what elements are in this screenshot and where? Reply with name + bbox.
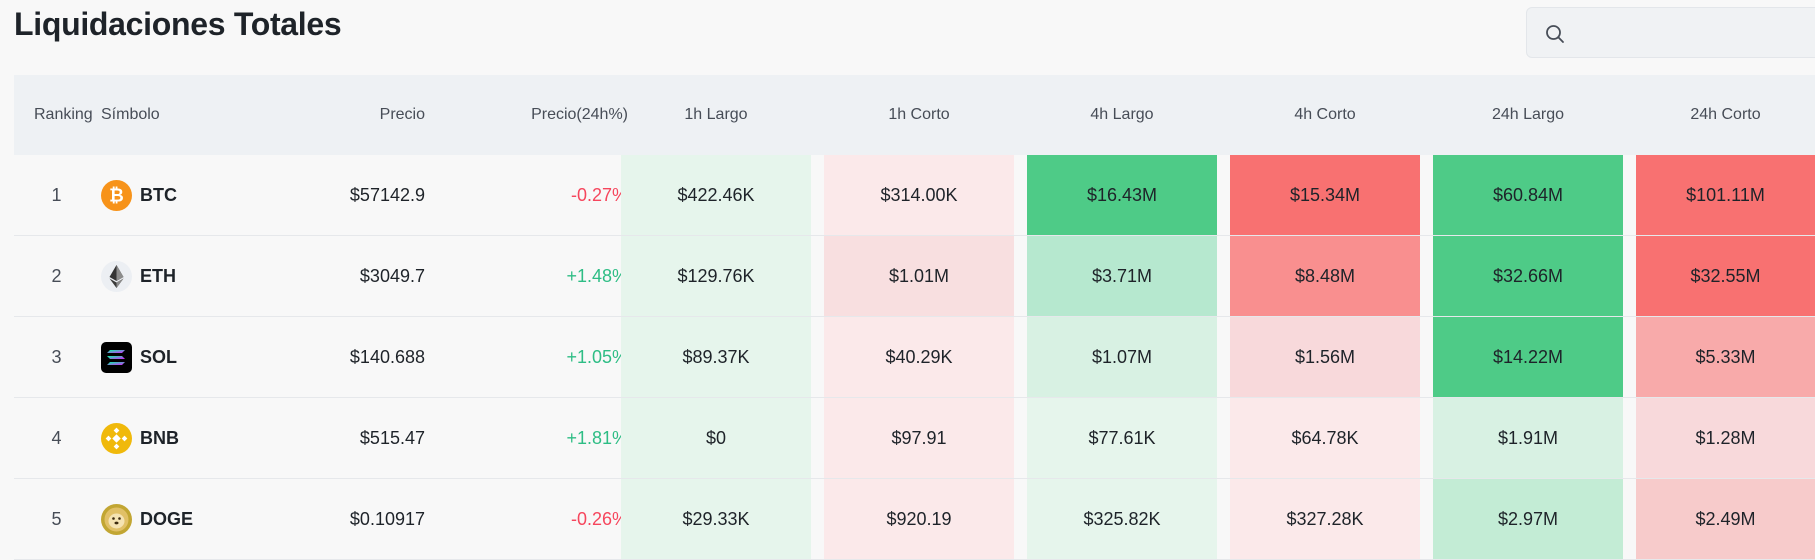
h4-long-cell: $1.07M — [1091, 347, 1153, 367]
h1-short-cell: $920.19 — [886, 509, 952, 529]
h24-short-cell: $5.33M — [1695, 347, 1756, 367]
h1-short-cell: $1.01M — [888, 266, 950, 286]
h24-long-cell: $2.97M — [1497, 509, 1559, 529]
h24-long-cell: $60.84M — [1492, 185, 1564, 205]
price-cell: $3049.7 — [359, 266, 425, 286]
symbol-cell[interactable]: DOGE — [101, 479, 251, 559]
price-cell: $515.47 — [359, 428, 425, 448]
svg-text:₿: ₿ — [109, 185, 124, 205]
bitcoin-icon: ₿ — [101, 179, 132, 211]
h1-long-cell: $29.33K — [682, 509, 750, 529]
symbol-cell[interactable]: SOL — [101, 317, 251, 397]
h4-short-cell: $1.56M — [1294, 347, 1356, 367]
table-row[interactable]: 2 ETH $3049.7 +1.48% $129.76K $1.01M $3.… — [14, 236, 1815, 317]
rank-cell: 5 — [51, 509, 62, 529]
symbol-label: BNB — [140, 428, 179, 448]
h4-short-cell: $15.34M — [1289, 185, 1361, 205]
h4-long-cell: $325.82K — [1083, 509, 1161, 529]
header-symbol[interactable]: Símbolo — [101, 106, 160, 123]
change-cell: +1.81% — [566, 428, 628, 448]
header-1h-long[interactable]: 1h Largo — [684, 106, 748, 123]
h1-long-cell: $422.46K — [677, 185, 755, 205]
header-ranking[interactable]: Ranking — [34, 106, 93, 123]
h24-long-cell: $1.91M — [1497, 428, 1559, 448]
ethereum-icon — [101, 260, 132, 292]
search-box[interactable] — [1526, 7, 1815, 58]
price-cell: $0.10917 — [349, 509, 425, 529]
change-cell: -0.27% — [570, 185, 628, 205]
header-change[interactable]: Precio(24h%) — [531, 106, 628, 123]
symbol-label: DOGE — [140, 509, 194, 529]
symbol-cell[interactable]: ETH — [101, 236, 251, 316]
symbol-label: SOL — [140, 347, 178, 367]
table-row[interactable]: 4 BNB $515.47 +1.81% $0 $97.91 $77.61K $… — [14, 398, 1815, 479]
rank-cell: 4 — [51, 428, 62, 448]
bnb-icon — [101, 422, 132, 454]
h24-long-cell: $32.66M — [1492, 266, 1564, 286]
h4-short-cell: $327.28K — [1286, 509, 1364, 529]
h1-short-cell: $97.91 — [891, 428, 947, 448]
solana-icon — [101, 341, 132, 373]
symbol-cell[interactable]: BNB — [101, 398, 251, 478]
table-row[interactable]: 1 ₿ BTC $57142.9 -0.27% $422.46K $314.00… — [14, 155, 1815, 236]
table-header: Ranking Símbolo Precio Precio(24h%) 1h L… — [14, 75, 1815, 155]
header-4h-long[interactable]: 4h Largo — [1090, 106, 1154, 123]
h24-short-cell: $2.49M — [1695, 509, 1756, 529]
liquidations-table: Ranking Símbolo Precio Precio(24h%) 1h L… — [14, 75, 1815, 560]
h4-short-cell: $64.78K — [1291, 428, 1359, 448]
h1-long-cell: $0 — [705, 428, 727, 448]
header-price[interactable]: Precio — [379, 106, 425, 123]
header-1h-short[interactable]: 1h Corto — [888, 106, 950, 123]
header-4h-short[interactable]: 4h Corto — [1294, 106, 1356, 123]
rank-cell: 3 — [51, 347, 62, 367]
price-cell: $57142.9 — [349, 185, 425, 205]
h4-long-cell: $3.71M — [1091, 266, 1153, 286]
h24-short-cell: $32.55M — [1690, 266, 1761, 286]
page-title: Liquidaciones Totales — [14, 6, 342, 42]
h4-long-cell: $16.43M — [1086, 185, 1158, 205]
h1-long-cell: $89.37K — [682, 347, 750, 367]
change-cell: +1.48% — [566, 266, 628, 286]
header-24h-short[interactable]: 24h Corto — [1690, 106, 1761, 123]
table-row[interactable]: 3 SOL $140.688 +1.05% $89.37K $40.29K $1… — [14, 317, 1815, 398]
h1-short-cell: $40.29K — [885, 347, 953, 367]
header-24h-long[interactable]: 24h Largo — [1491, 106, 1565, 123]
search-icon — [1544, 23, 1566, 45]
h24-long-cell: $14.22M — [1492, 347, 1564, 367]
change-cell: +1.05% — [566, 347, 628, 367]
symbol-label: ETH — [140, 266, 176, 286]
table-row[interactable]: 5 DOGE $0.10917 -0.26% $29.33K $920.19 $… — [14, 479, 1815, 560]
h24-short-cell: $1.28M — [1695, 428, 1756, 448]
price-cell: $140.688 — [349, 347, 425, 367]
search-input[interactable] — [1577, 18, 1811, 50]
h4-long-cell: $77.61K — [1088, 428, 1156, 448]
h1-long-cell: $129.76K — [677, 266, 755, 286]
rank-cell: 2 — [51, 266, 62, 286]
dogecoin-icon — [101, 503, 132, 535]
symbol-label: BTC — [140, 185, 177, 205]
rank-cell: 1 — [51, 185, 62, 205]
change-cell: -0.26% — [570, 509, 628, 529]
h4-short-cell: $8.48M — [1294, 266, 1356, 286]
h24-short-cell: $101.11M — [1686, 185, 1765, 205]
h1-short-cell: $314.00K — [880, 185, 958, 205]
symbol-cell[interactable]: ₿ BTC — [101, 155, 251, 235]
